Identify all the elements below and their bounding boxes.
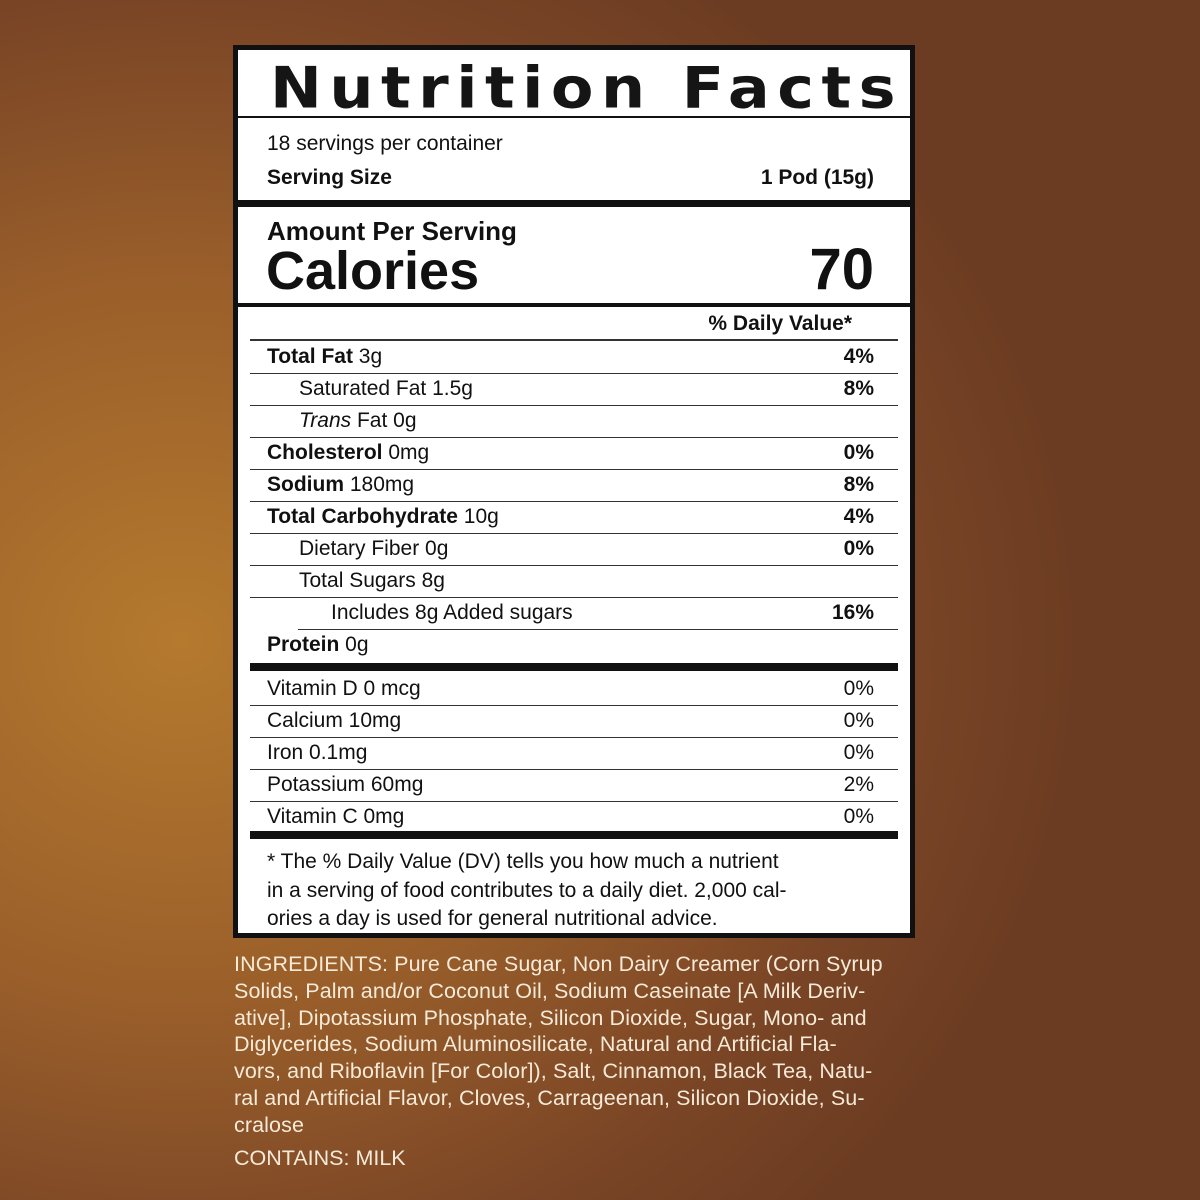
nutrient-row: Total Sugars 8g [250, 565, 898, 598]
nutrient-row: Includes 8g Added sugars 16% [298, 597, 898, 630]
nutrient-name: Includes 8g Added sugars [331, 601, 573, 625]
daily-value-percent: 0% [843, 441, 874, 464]
nutrition-facts-label: Nutrition Facts 18 servings per containe… [233, 45, 915, 938]
ingredients-line: Diglycerides, Sodium Aluminosilicate, Na… [234, 1032, 837, 1057]
calories-value: 70 [809, 237, 874, 302]
thick-divider [250, 831, 898, 839]
vitamin-row: Potassium 60mg 2% [250, 769, 898, 802]
vitamin-name: Vitamin D 0 mcg [267, 677, 421, 700]
nutrient-name: Protein 0g [267, 633, 369, 657]
nutrient-row: Trans Fat 0g [250, 405, 898, 438]
ingredients-line: ral and Artificial Flavor, Cloves, Carra… [234, 1085, 865, 1110]
daily-value-percent: 4% [843, 345, 874, 368]
nutrient-name: Saturated Fat 1.5g [299, 377, 473, 401]
daily-value-percent: 0% [843, 677, 874, 700]
nutrient-amount: 0mg [382, 441, 430, 464]
nutrient-row: Dietary Fiber 0g 0% [250, 533, 898, 566]
nutrient-amount: 0g [387, 409, 417, 432]
vitamin-row: Vitamin D 0 mcg 0% [250, 673, 898, 706]
daily-value-percent: 2% [843, 773, 874, 796]
nutrient-row: Protein 0g [250, 629, 898, 661]
nutrient-label: Total Carbohydrate [267, 505, 458, 528]
daily-value-percent: 4% [843, 505, 874, 528]
nutrient-name: Dietary Fiber 0g [299, 537, 448, 561]
nutrient-amount: 1.5g [426, 377, 473, 400]
daily-value-percent: 16% [831, 601, 874, 624]
vitamin-row: Iron 0.1mg 0% [250, 737, 898, 770]
nutrient-name: Total Carbohydrate 10g [267, 505, 499, 529]
nutrient-amount: 8g [415, 569, 445, 592]
footnote-line: ories a day is used for general nutritio… [267, 907, 718, 930]
daily-value-percent: 0% [843, 741, 874, 764]
ingredients: INGREDIENTS: Pure Cane Sugar, Non Dairy … [234, 951, 883, 1139]
divider [238, 116, 910, 118]
nutrient-name: Total Sugars 8g [299, 569, 445, 593]
footnote-line: in a serving of food contributes to a da… [267, 878, 787, 902]
ingredients-line: vors, and Riboflavin [For Color]), Salt,… [234, 1059, 873, 1084]
nutrient-label-suffix: Fat [351, 409, 388, 432]
allergen-statement: CONTAINS: MILK [234, 1146, 406, 1170]
nutrient-row: Sodium 180mg 8% [250, 469, 898, 502]
nutrient-name: Trans Fat 0g [299, 409, 417, 433]
serving-size-value: 1 Pod (15g) [760, 166, 874, 189]
nutrient-label: Cholesterol [267, 441, 383, 464]
servings-per-container: 18 servings per container [267, 132, 503, 155]
ingredients-line: ative], Dipotassium Phosphate, Silicon D… [234, 1005, 867, 1030]
vitamin-name: Vitamin C 0mg [267, 805, 405, 828]
ingredients-line: INGREDIENTS: Pure Cane Sugar, Non Dairy … [234, 952, 883, 976]
nutrient-label: Saturated Fat [299, 377, 427, 400]
footnote: * The % Daily Value (DV) tells you how m… [267, 848, 786, 934]
serving-size-label: Serving Size [267, 166, 392, 189]
daily-value-header: % Daily Value* [708, 312, 852, 335]
vitamin-row: Vitamin C 0mg 0% [250, 801, 898, 833]
ingredients-line: Solids, Palm and/or Coconut Oil, Sodium … [234, 978, 866, 1003]
nutrient-label: Dietary Fiber [299, 537, 420, 560]
thick-divider [238, 200, 910, 207]
divider [250, 339, 898, 341]
vitamin-name: Calcium 10mg [267, 709, 402, 732]
daily-value-percent: 8% [843, 377, 874, 400]
daily-value-percent: 0% [843, 709, 874, 732]
nutrient-label: Protein [267, 633, 340, 656]
nutrient-amount: 10g [457, 505, 499, 528]
nutrient-amount: 3g [352, 345, 383, 368]
nutrient-label: Sodium [267, 473, 344, 496]
nutrient-row: Total Fat 3g 4% [250, 341, 898, 374]
nutrient-amount: 0g [339, 633, 369, 656]
nutrient-label: Trans [299, 409, 352, 432]
nutrient-amount: 180mg [344, 473, 415, 496]
thick-divider [250, 663, 898, 671]
nutrient-label: Includes 8g Added sugars [331, 601, 573, 624]
vitamin-name: Iron 0.1mg [267, 741, 368, 764]
nutrient-name: Total Fat 3g [267, 345, 382, 369]
nutrient-amount: 0g [419, 537, 449, 560]
footnote-line: * The % Daily Value (DV) tells you how m… [267, 850, 779, 873]
ingredients-line: cralose [234, 1112, 305, 1137]
nutrient-row: Cholesterol 0mg 0% [250, 437, 898, 470]
label-title: Nutrition Facts [270, 54, 904, 122]
nutrient-label: Total Fat [267, 345, 353, 368]
vitamin-row: Calcium 10mg 0% [250, 705, 898, 738]
divider [238, 303, 910, 307]
calories-label: Calories [266, 241, 480, 301]
nutrient-row: Saturated Fat 1.5g 8% [250, 373, 898, 406]
nutrient-label: Total Sugars [299, 569, 416, 592]
amount-per-serving: Amount Per Serving [267, 216, 517, 246]
daily-value-percent: 0% [843, 805, 874, 828]
nutrient-name: Cholesterol 0mg [267, 441, 429, 465]
nutrient-row: Total Carbohydrate 10g 4% [250, 501, 898, 534]
vitamin-name: Potassium 60mg [267, 773, 424, 796]
nutrient-name: Sodium 180mg [267, 473, 414, 497]
daily-value-percent: 8% [843, 473, 874, 496]
daily-value-percent: 0% [843, 537, 874, 560]
